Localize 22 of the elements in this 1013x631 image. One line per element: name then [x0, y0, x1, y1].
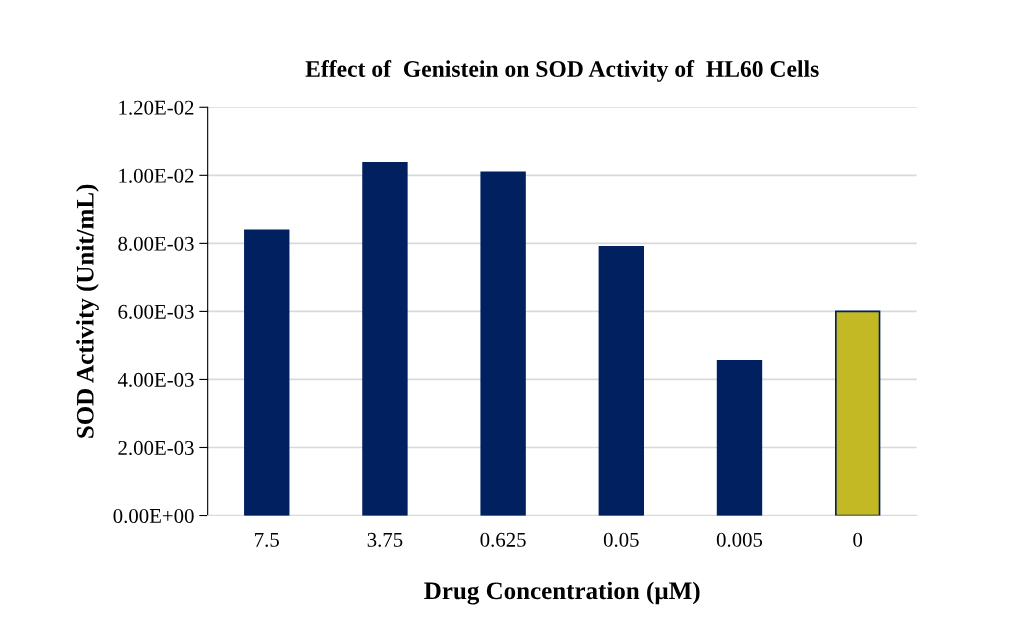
y-tick-label: 4.00E-03 [117, 372, 194, 387]
x-tick-label: 0.625 [480, 532, 526, 547]
y-tick-label: 0.00E+00 [113, 508, 194, 524]
y-axis-title: SOD Activity (Unit/mL) [76, 184, 99, 438]
bar [716, 359, 763, 516]
x-tick-label: 0 [853, 532, 863, 547]
bar [244, 229, 290, 516]
chart-title: Effect of Genistein on SOD Activity of HL60 Cells [305, 60, 819, 82]
x-tick-label: 7.5 [255, 533, 279, 547]
y-tick-label: 1.20E-02 [119, 100, 194, 115]
x-tick-label: 3.75 [367, 532, 403, 547]
bar [362, 161, 408, 516]
y-tick-label: 1.00E-02 [119, 168, 194, 183]
y-tick-label: 2.00E-03 [118, 440, 194, 456]
x-tick-label: 0.005 [716, 532, 763, 547]
bar [834, 310, 881, 516]
bar [598, 245, 645, 516]
y-tick-label: 8.00E-03 [118, 236, 194, 251]
y-tick-label: 6.00E-03 [118, 304, 194, 319]
x-axis-title: Drug Concentration (µM) [424, 581, 700, 605]
x-tick-label: 0.05 [603, 532, 639, 547]
bar [480, 171, 526, 516]
